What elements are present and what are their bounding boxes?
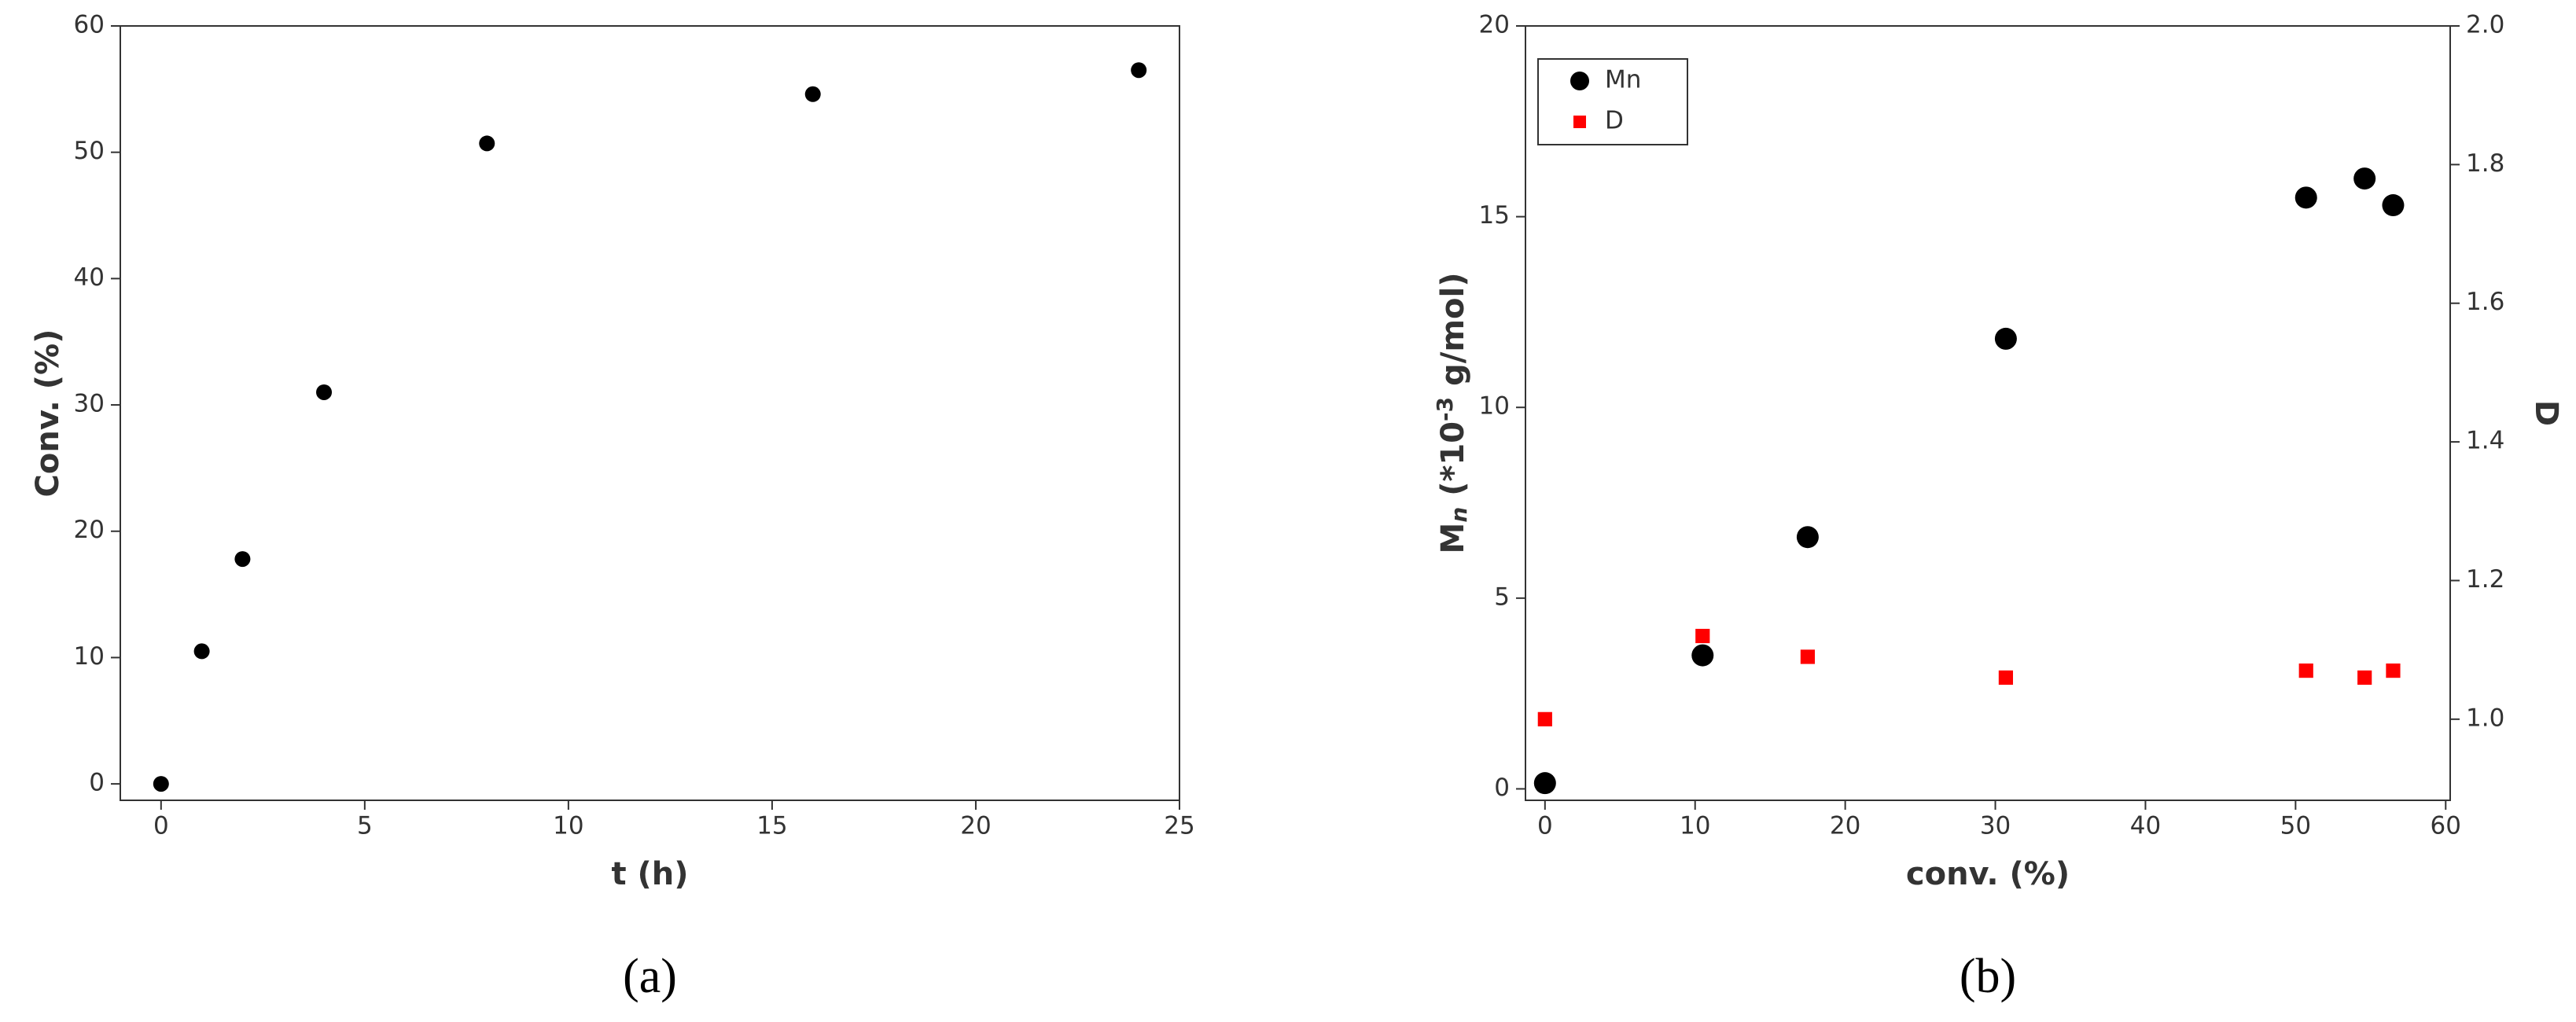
data-point [316, 384, 333, 400]
y2-tick-label: 2.0 [2466, 11, 2504, 39]
data-point [1537, 711, 1552, 726]
y-axis-label-part: n [1446, 507, 1472, 523]
y-tick-label: 40 [74, 263, 105, 292]
x-tick-label: 25 [1164, 812, 1194, 840]
legend-marker [1573, 116, 1586, 128]
y-axis-label: Mn (*10-3 g/mol) [1432, 273, 1472, 554]
data-point [2298, 663, 2313, 678]
x-axis-label: conv. (%) [1906, 856, 2070, 892]
y-tick-label: 10 [74, 642, 105, 671]
y-tick-label: 15 [1479, 201, 1510, 230]
data-point [1994, 327, 2017, 350]
x-tick-label: 0 [1537, 812, 1553, 840]
plot-frame [1525, 25, 2451, 801]
y2-tick-label: 1.8 [2466, 149, 2504, 178]
y-tick-label: 0 [89, 769, 105, 797]
y-tick-label: 0 [1494, 774, 1510, 802]
data-point [479, 135, 495, 152]
x-tick-label: 60 [2431, 812, 2461, 840]
data-point [1695, 628, 1710, 644]
y-axis-label-part: g/mol) [1435, 273, 1471, 397]
x-tick-label: 0 [153, 812, 169, 840]
data-point [2353, 167, 2376, 190]
x-tick-label: 10 [1680, 812, 1710, 840]
y2-tick-label: 1.6 [2466, 288, 2504, 316]
data-point [1800, 649, 1816, 664]
data-point [2386, 663, 2401, 678]
y-tick-label: 20 [74, 516, 105, 544]
data-point [2294, 186, 2317, 209]
y-tick-label: 60 [74, 11, 105, 39]
data-point [234, 551, 251, 568]
x-tick-label: 20 [960, 812, 991, 840]
data-point [2357, 670, 2372, 686]
y2-tick-label: 1.4 [2466, 427, 2504, 455]
caption: (b) [1960, 950, 2016, 1003]
legend-label: D [1605, 107, 1624, 135]
x-axis-label: t (h) [611, 856, 688, 892]
data-point [1131, 62, 1147, 79]
x-tick-label: 40 [2130, 812, 2161, 840]
legend-box [1537, 58, 1688, 145]
y2-tick-label: 1.0 [2466, 704, 2504, 732]
y2-tick-label: 1.2 [2466, 565, 2504, 594]
y2-axis-label: D [2528, 400, 2564, 426]
plot-frame [120, 25, 1180, 801]
x-tick-label: 15 [756, 812, 787, 840]
data-point [2382, 194, 2405, 217]
data-point [1533, 772, 1556, 795]
y-tick-label: 5 [1494, 583, 1510, 611]
y-axis-label-part: -3 [1432, 397, 1458, 421]
data-point [804, 86, 821, 102]
y-axis-label: Conv. (%) [30, 329, 66, 498]
x-tick-label: 5 [357, 812, 373, 840]
y-tick-label: 10 [1479, 392, 1510, 421]
x-tick-label: 30 [1980, 812, 2011, 840]
y-tick-label: 50 [74, 137, 105, 165]
legend-label: Mn [1605, 66, 1641, 94]
x-tick-label: 20 [1830, 812, 1860, 840]
y-axis-label-part: M [1435, 523, 1471, 554]
data-point [1691, 644, 1714, 667]
x-tick-label: 50 [2280, 812, 2311, 840]
data-point [153, 776, 169, 792]
caption: (a) [623, 950, 677, 1003]
x-tick-label: 10 [553, 812, 583, 840]
data-point [193, 643, 210, 660]
y-tick-label: 20 [1479, 11, 1510, 39]
legend-marker [1570, 72, 1589, 90]
y-tick-label: 30 [74, 390, 105, 418]
data-point [1796, 526, 1819, 549]
y-axis-label-part: (*10 [1435, 421, 1471, 507]
data-point [1998, 670, 2014, 686]
